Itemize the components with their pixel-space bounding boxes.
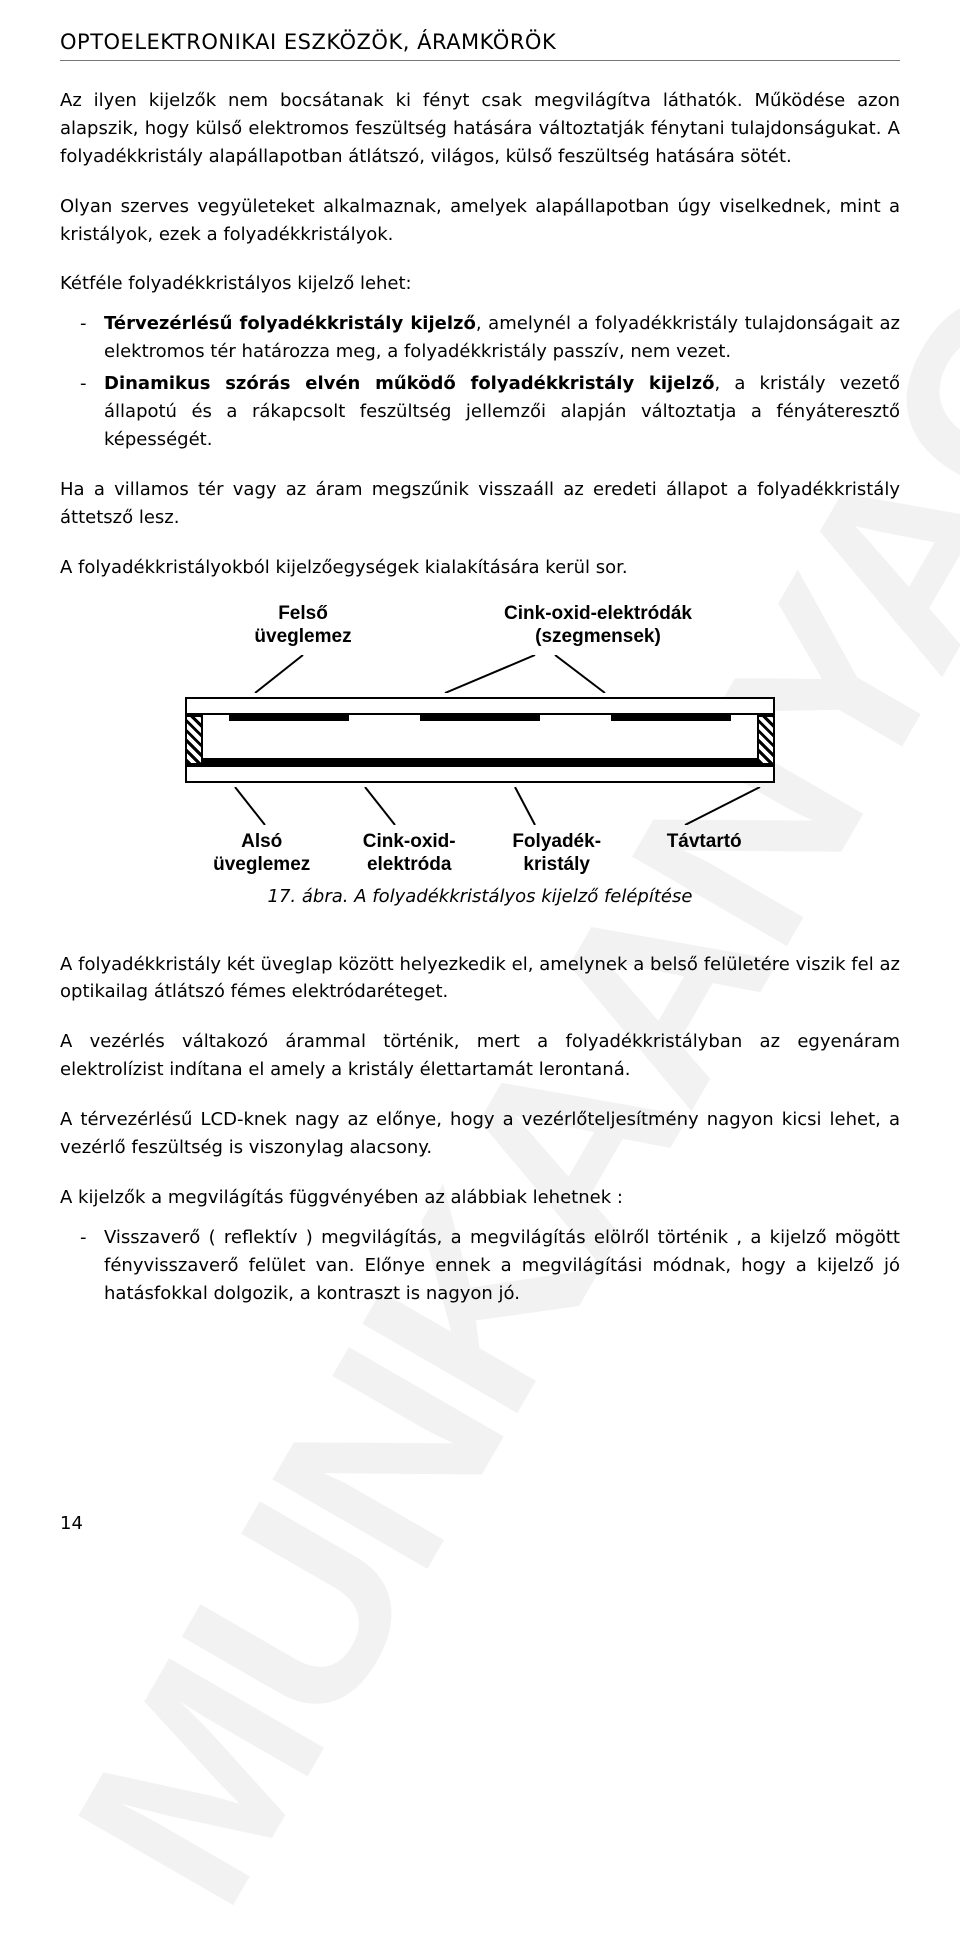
page-header-title: OPTOELEKTRONIKAI ESZKÖZÖK, ÁRAMKÖRÖK — [60, 30, 900, 54]
list-lighting-types: Visszaverő ( reflektív ) megvilágítás, a… — [60, 1224, 900, 1308]
layer-liquid-crystal-gap — [185, 721, 775, 759]
figure-callouts-bottom — [185, 787, 775, 825]
figure-cross-section — [185, 697, 775, 783]
spacer-left — [185, 715, 203, 765]
list-item-bold: Dinamikus szórás elvén működő folyadékkr… — [104, 373, 714, 394]
paragraph-8: A térvezérlésű LCD-knek nagy az előnye, … — [60, 1106, 900, 1162]
paragraph-9: A kijelzők a megvilágítás függvényében a… — [60, 1184, 900, 1212]
figure-label-spacer: Távtartó — [633, 831, 775, 877]
figure-caption: 17. ábra. A folyadékkristályos kijelző f… — [60, 883, 900, 911]
layer-bottom-glass — [185, 765, 775, 783]
paragraph-4: Ha a villamos tér vagy az áram megszűnik… — [60, 476, 900, 532]
figure-labels-top: Felső üveglemez Cink-oxid-elektródák (sz… — [185, 603, 775, 649]
page-number: 14 — [60, 1513, 83, 1534]
header-rule — [60, 60, 900, 61]
paragraph-7: A vezérlés váltakozó árammal történik, m… — [60, 1028, 900, 1084]
list-item: Térvezérlésű folyadékkristály kijelző, a… — [104, 310, 900, 366]
figure-label-liquid-crystal: Folyadék- kristály — [480, 831, 633, 877]
layer-top-glass — [185, 697, 775, 715]
list-lcd-types: Térvezérlésű folyadékkristály kijelző, a… — [60, 310, 900, 453]
figure-label-bottom-electrode: Cink-oxid- elektróda — [338, 831, 480, 877]
paragraph-5: A folyadékkristályokból kijelzőegységek … — [60, 554, 900, 582]
paragraph-1: Az ilyen kijelzők nem bocsátanak ki fény… — [60, 87, 900, 171]
list-item-bold: Térvezérlésű folyadékkristály kijelző — [104, 313, 476, 334]
layer-bottom-electrode — [203, 758, 757, 765]
figure-label-electrodes: Cink-oxid-elektródák (szegmensek) — [421, 603, 775, 649]
paragraph-3: Kétféle folyadékkristályos kijelző lehet… — [60, 270, 900, 298]
page: MUNKAANYAG OPTOELEKTRONIKAI ESZKÖZÖK, ÁR… — [0, 0, 960, 1554]
paragraph-2: Olyan szerves vegyületeket alkalmaznak, … — [60, 193, 900, 249]
figure-labels-bottom: Alsó üveglemez Cink-oxid- elektróda Foly… — [185, 831, 775, 877]
list-item: Visszaverő ( reflektív ) megvilágítás, a… — [104, 1224, 900, 1308]
paragraph-6: A folyadékkristály két üveglap között he… — [60, 951, 900, 1007]
list-item: Dinamikus szórás elvén működő folyadékkr… — [104, 370, 900, 454]
figure-label-top-glass: Felső üveglemez — [185, 603, 421, 649]
spacer-right — [757, 715, 775, 765]
figure-label-bottom-glass: Alsó üveglemez — [185, 831, 338, 877]
figure-callouts-top — [185, 655, 775, 693]
figure-lcd-structure: Felső üveglemez Cink-oxid-elektródák (sz… — [185, 603, 775, 876]
